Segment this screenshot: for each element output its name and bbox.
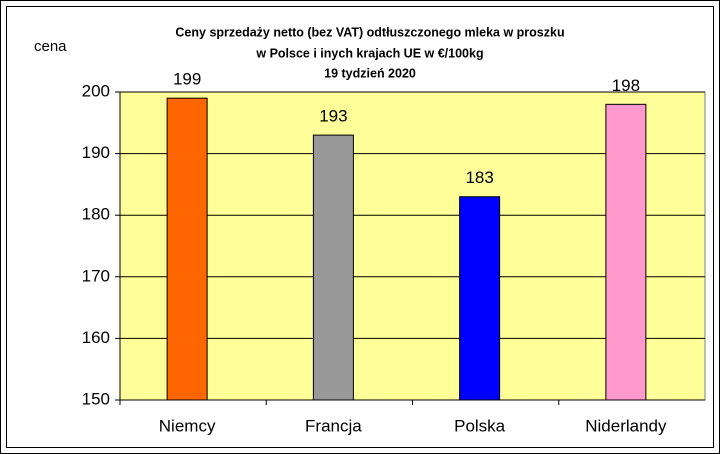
value-label: 199 [173,70,201,89]
x-tick-label: Francja [305,416,362,435]
x-tick-label: Niemcy [159,416,216,435]
y-tick-label: 170 [82,266,110,285]
chart-title: Ceny sprzedaży netto (bez VAT) odtłuszcz… [175,25,564,39]
y-tick-label: 200 [82,81,110,100]
y-tick-label: 190 [82,143,110,162]
bar [312,134,354,401]
y-tick-label: 150 [82,389,110,408]
bar [605,103,647,401]
bar [459,196,501,401]
value-label: 193 [319,107,347,126]
value-label: 198 [612,76,640,95]
x-tick-label: Polska [454,416,506,435]
y-tick-label: 160 [82,328,110,347]
x-tick-label: Niderlandy [585,416,667,435]
chart-title: w Polsce i inych krajach UE w €/100kg [255,46,483,60]
y-axis-label: cena [34,38,67,55]
y-tick-label: 180 [82,205,110,224]
value-label: 183 [465,168,493,187]
bar [166,97,208,401]
inner-frame [6,6,714,448]
chart-title: 19 tydzień 2020 [324,66,416,80]
